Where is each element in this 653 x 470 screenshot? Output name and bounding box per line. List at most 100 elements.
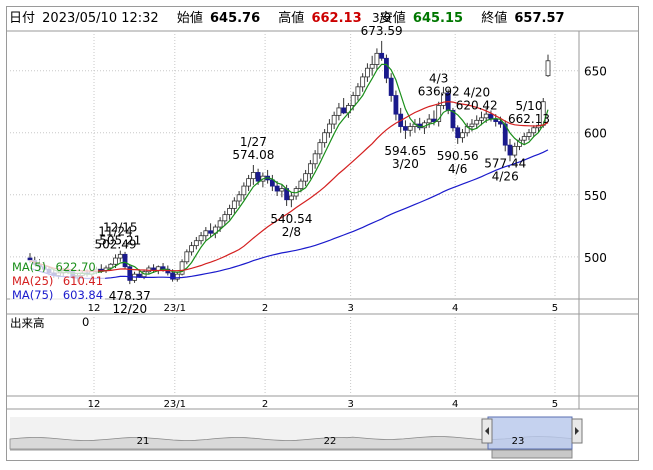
candle-body — [113, 257, 118, 265]
ma75-label: MA(75) — [12, 288, 54, 302]
annotation-value: 620.42 — [456, 98, 498, 112]
x-tick-label-lower: 23/1 — [164, 399, 186, 410]
x-tick-label-lower: 2 — [262, 399, 268, 410]
annotation-date: 12/20 — [113, 302, 148, 316]
candle-body — [179, 261, 185, 275]
candle-body — [255, 172, 261, 182]
candle-body — [269, 179, 275, 187]
y-tick-label: 500 — [584, 251, 607, 265]
navigator-selection — [487, 416, 573, 450]
candle-body — [379, 52, 385, 59]
candle-body — [365, 67, 370, 78]
candle-body — [312, 153, 318, 165]
candle-body — [521, 136, 527, 141]
annotation-value: 673.59 — [361, 24, 403, 38]
candle-body — [203, 230, 209, 237]
arrow-right-icon — [575, 427, 579, 435]
price-header: 日付 2023/05/10 12:32 始値 645.76 高値 662.13 … — [9, 8, 579, 30]
x-tick-label: 4 — [452, 303, 458, 314]
annotation-value: 594.65 — [384, 144, 426, 158]
candle-body — [136, 273, 142, 278]
candle-body — [374, 52, 380, 65]
x-tick-label: 2 — [262, 303, 268, 314]
annotation-date: 3/20 — [392, 157, 419, 171]
y-tick-label: 650 — [584, 65, 607, 79]
annotation-date: 11/24 — [98, 224, 133, 238]
annotation-date: 3/9 — [372, 11, 391, 25]
annotation-date: 2/8 — [282, 225, 301, 239]
annotation-date: 4/3 — [429, 72, 448, 86]
candle-body — [512, 145, 518, 156]
candle-body — [279, 188, 285, 192]
x-tick-label: 3 — [347, 303, 353, 314]
candle-body — [117, 253, 123, 259]
ma5-value: 622.70 — [55, 260, 96, 274]
candle-body — [307, 163, 313, 175]
annotation-date: 5/10 — [516, 99, 543, 113]
candle-body — [336, 107, 342, 116]
candle-body — [250, 172, 256, 180]
candle-body — [393, 95, 399, 115]
annotation-date: 12/15 — [103, 221, 138, 235]
close-label: 終値 — [481, 11, 508, 26]
annotation-value: 636.92 — [418, 85, 460, 99]
navigator-scrollbar-thumb — [491, 449, 573, 459]
candle-body — [479, 117, 484, 121]
annotation-value: 478.37 — [109, 289, 151, 303]
candle-body — [236, 194, 242, 202]
candle-body — [441, 92, 446, 106]
annotation-value: 505.21 — [99, 234, 141, 248]
candle-body — [460, 132, 465, 139]
candle-body — [184, 251, 190, 263]
x-tick-label-lower: 5 — [552, 399, 558, 410]
annotation-date: 4/20 — [463, 85, 490, 99]
open-label: 始値 — [176, 11, 203, 26]
annotation-date: 4/6 — [448, 162, 467, 176]
x-tick-label: 23/1 — [164, 303, 186, 314]
ma5-line — [29, 63, 549, 275]
y-tick-label: 600 — [584, 127, 607, 141]
candle-body — [483, 113, 489, 119]
candle-body — [317, 142, 323, 155]
x-tick-label: 12 — [88, 303, 101, 314]
candle-body — [507, 144, 513, 156]
volume-value: 0 — [82, 315, 90, 329]
annotation-value: 662.13 — [508, 112, 550, 126]
ma25-value: 610.41 — [62, 274, 104, 288]
ma25-legend: MA(25) 610.41 — [10, 274, 106, 288]
ma5-label: MA(5) — [12, 260, 47, 274]
annotation-date: 1/27 — [240, 135, 267, 149]
candle-body — [455, 127, 461, 139]
x-tick-label: 5 — [552, 303, 558, 314]
ma25-label: MA(25) — [12, 274, 54, 288]
candle-body — [208, 230, 213, 234]
candle-body — [303, 173, 309, 182]
candle-body — [369, 64, 375, 69]
date-value: 2023/05/10 12:32 — [42, 11, 159, 26]
candle-body — [531, 127, 537, 134]
candle-body — [127, 266, 133, 281]
navigator-year-label: 21 — [137, 436, 150, 447]
candle-body — [403, 126, 408, 131]
ma75-legend: MA(75) 603.84 — [10, 288, 106, 302]
low-label: 安値 — [379, 11, 406, 26]
x-tick-label-lower: 12 — [88, 399, 101, 410]
annotation-date: 4/26 — [492, 169, 519, 183]
ma5-legend: MA(5) 622.70 — [10, 260, 98, 274]
candle-body — [545, 60, 551, 77]
candle-body — [426, 118, 432, 124]
candle-body — [326, 123, 332, 134]
annotation-value: 574.08 — [232, 148, 274, 162]
candle-body — [436, 105, 442, 122]
candle-body — [331, 114, 337, 125]
date-label: 日付 — [9, 11, 36, 26]
candle-body — [450, 110, 456, 129]
x-tick-label-lower: 3 — [347, 399, 353, 410]
ma75-value: 603.84 — [62, 288, 104, 302]
candle-body — [246, 178, 252, 187]
candle-body — [488, 113, 494, 120]
high-value: 662.13 — [311, 11, 362, 26]
candle-body — [108, 263, 114, 269]
candle-body — [227, 208, 232, 216]
